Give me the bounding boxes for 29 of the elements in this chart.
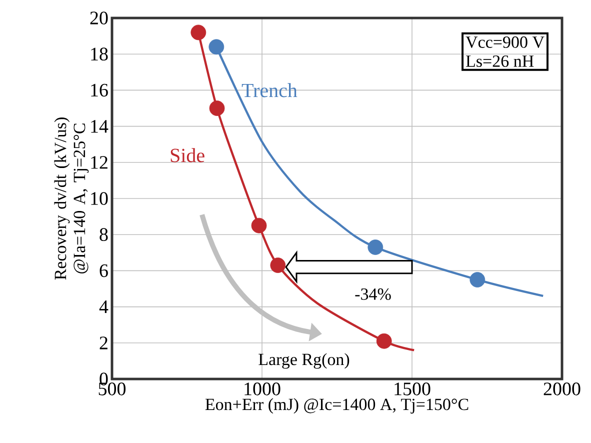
point — [251, 218, 267, 234]
point — [470, 272, 486, 288]
y-tick-label: 8 — [100, 228, 108, 242]
series-label: Side — [170, 148, 204, 162]
y-tick-label: 20 — [90, 12, 108, 24]
annotation: Ls=26 nH — [466, 55, 534, 67]
y-tick-label: 4 — [99, 300, 108, 314]
annotation: Vcc=900 V — [466, 36, 544, 48]
y-tick-label: 2 — [100, 336, 108, 350]
point — [376, 333, 392, 349]
point — [368, 240, 384, 255]
point — [270, 258, 286, 273]
y-tick-label: 16 — [91, 84, 108, 97]
point — [190, 24, 206, 40]
y-tick-label: 10 — [91, 192, 108, 205]
y-tick-label: 12 — [91, 156, 108, 169]
point — [208, 39, 224, 55]
x-axis-title: Eon+Err (mJ) @Ic=1400 A, Tj=150°C — [205, 398, 468, 414]
series-label: Trench — [242, 83, 298, 98]
y-tick-label: 18 — [91, 48, 108, 61]
annotation: Large Rg(on) — [258, 353, 350, 369]
y-tick-label: 6 — [100, 264, 108, 278]
y-axis-title: Recovery dv/dt (kV/us) @Ia=140 A, Tj=25°C — [54, 118, 89, 280]
x-tick-label: 1500 — [394, 382, 430, 396]
x-tick-label: 2000 — [544, 382, 580, 396]
x-tick-label: 1000 — [244, 382, 280, 396]
annotation: -34% — [355, 288, 391, 300]
point — [209, 100, 225, 116]
y-tick-label: 14 — [91, 120, 108, 133]
